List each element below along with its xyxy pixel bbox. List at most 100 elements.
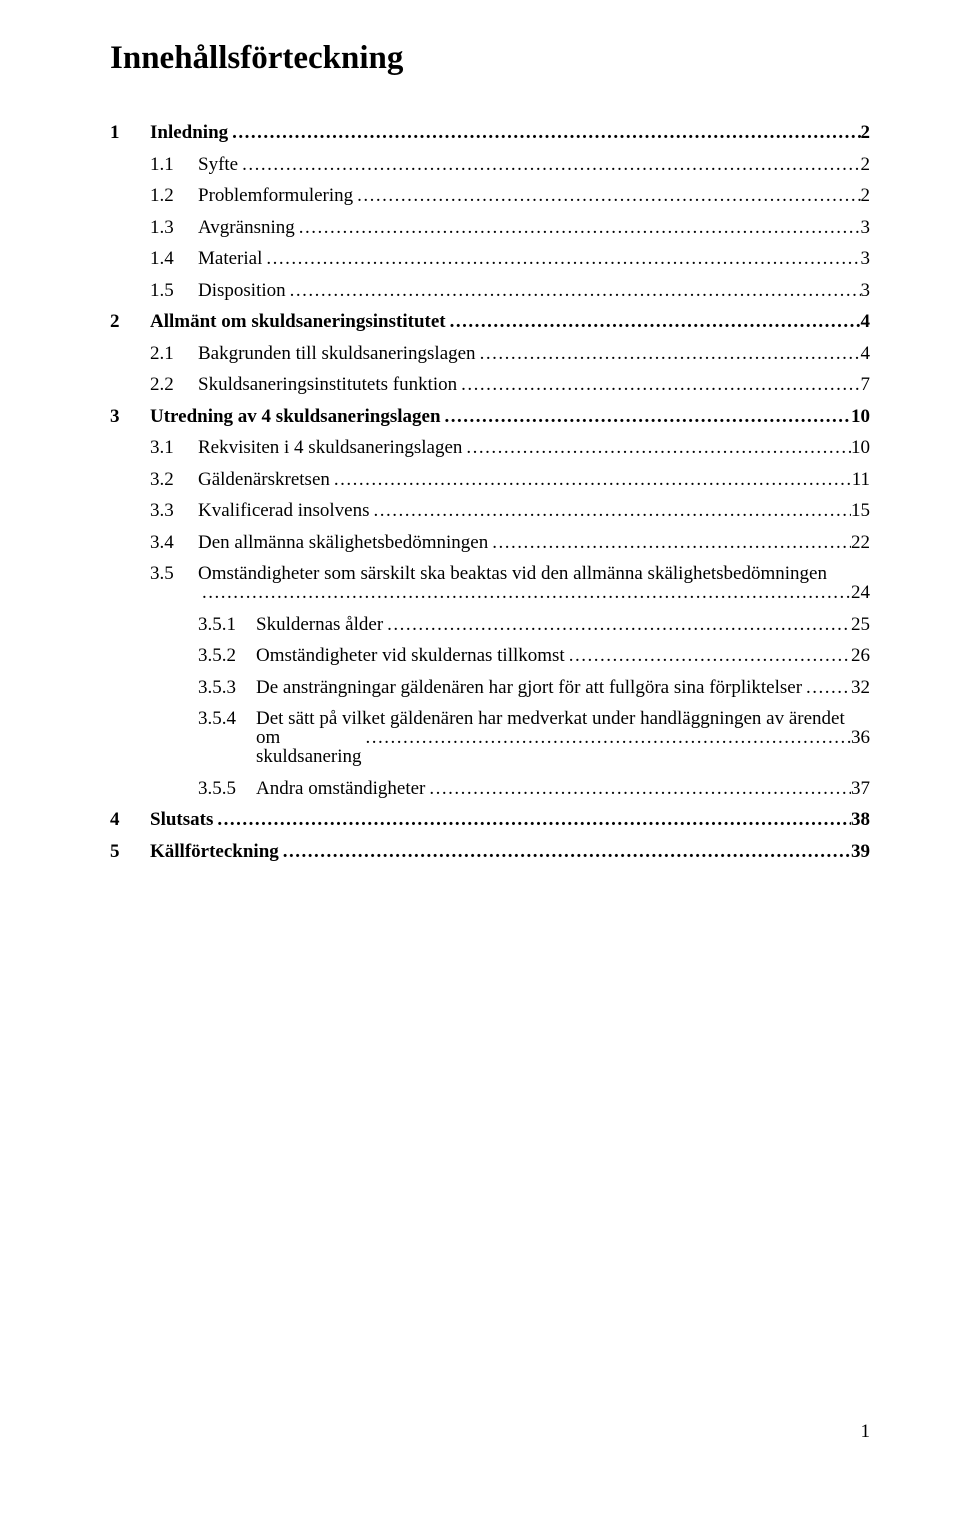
toc-label: Allmänt om skuldsaneringsinstitutet [150,312,446,331]
toc-number: 1 [110,123,150,142]
toc-label: Den allmänna skälighetsbedömningen [198,533,488,552]
toc-page: 38 [851,810,870,829]
toc-number: 1.5 [150,281,198,300]
toc-entry: 1.2Problemformulering...................… [110,186,870,205]
toc-leader: ........................................… [353,186,860,205]
toc-number: 3.5.1 [198,615,256,634]
toc-number: 5 [110,842,150,861]
toc-entry: 3.1Rekvisiten i 4 skuldsaneringslagen...… [110,438,870,457]
toc-number: 2.2 [150,375,198,394]
toc-entry: 1Inledning..............................… [110,123,870,142]
toc-label: Omständigheter som särskilt ska beaktas … [198,564,870,583]
toc-leader: ........................................… [565,646,851,665]
toc-entry: 3.2Gäldenärskretsen.....................… [110,470,870,489]
toc-label: Skuldernas ålder [256,615,383,634]
toc-entry: 5Källförteckning........................… [110,842,870,861]
toc-number: 3.5.4 [198,709,256,728]
toc-number: 1.3 [150,218,198,237]
toc-leader: ........................................… [362,728,851,747]
toc-page: 37 [851,779,870,798]
toc-page: 3 [861,281,871,300]
toc-page: 32 [851,678,870,697]
toc-label: Bakgrunden till skuldsaneringslagen [198,344,476,363]
toc-label: Omständigheter vid skuldernas tillkomst [256,646,565,665]
toc-page: 10 [851,438,870,457]
toc-page: 39 [851,842,870,861]
toc-entry: 3.5.5Andra omständigheter...............… [110,779,870,798]
toc-number: 3.5.5 [198,779,256,798]
toc-page: 2 [861,155,871,174]
toc-number: 3 [110,407,150,426]
toc-entry: 3Utredning av 4 skuldsaneringslagen.....… [110,407,870,426]
toc-leader: ........................................… [330,470,852,489]
toc-page: 2 [861,123,871,142]
toc-label: Rekvisiten i 4 skuldsaneringslagen [198,438,462,457]
toc-number: 2.1 [150,344,198,363]
toc-leader: ........................................… [441,407,851,426]
toc-entry: 3.5.1Skuldernas ålder...................… [110,615,870,634]
toc-page: 4 [861,344,871,363]
toc-page: 25 [851,615,870,634]
toc-entry: 3.5.2Omständigheter vid skuldernas tillk… [110,646,870,665]
toc-page: 36 [851,728,870,747]
toc-leader: ........................................… [238,155,860,174]
toc-leader: ........................................… [279,842,851,861]
toc-label: Gäldenärskretsen [198,470,330,489]
toc-page: 26 [851,646,870,665]
toc-entry: 2Allmänt om skuldsaneringsinstitutet....… [110,312,870,331]
toc-leader: ........................................… [228,123,860,142]
toc-page: 24 [851,583,870,602]
toc-label: Utredning av 4 skuldsaneringslagen [150,407,441,426]
toc-leader: ........................................… [213,810,851,829]
toc-number: 3.5.2 [198,646,256,665]
toc-page: 3 [861,218,871,237]
toc-leader: ........................................… [457,375,860,394]
toc-label: Avgränsning [198,218,295,237]
toc-leader: ........................................… [446,312,861,331]
toc-label: Slutsats [150,810,213,829]
page-number: 1 [110,1421,870,1443]
toc-label: Syfte [198,155,238,174]
toc-label: Kvalificerad insolvens [198,501,369,520]
toc-page: 3 [861,249,871,268]
toc-entry: 1.3Avgränsning..........................… [110,218,870,237]
toc-entry: 1.5Disposition..........................… [110,281,870,300]
toc-number: 3.5 [150,564,198,583]
toc-number: 1.4 [150,249,198,268]
toc-entry: 1.1Syfte................................… [110,155,870,174]
toc-leader: ........................................… [383,615,851,634]
toc-number: 4 [110,810,150,829]
toc-page: 10 [851,407,870,426]
toc-label: Det sätt på vilket gäldenären har medver… [256,709,870,728]
toc-page: 11 [852,470,870,489]
toc-entry: 2.1Bakgrunden till skuldsaneringslagen..… [110,344,870,363]
toc-leader: ........................................… [488,533,851,552]
toc-label: Disposition [198,281,286,300]
toc-number: 1.1 [150,155,198,174]
toc-label: Skuldsaneringsinstitutets funktion [198,375,457,394]
toc-leader: ........................................… [476,344,861,363]
toc-entry: 3.5.4Det sätt på vilket gäldenären har m… [110,709,870,766]
toc-page: 22 [851,533,870,552]
toc-entry: 3.4Den allmänna skälighetsbedömningen...… [110,533,870,552]
toc-leader: ........................................… [425,779,851,798]
page-title: Innehållsförteckning [110,40,870,77]
toc-label: De ansträngningar gäldenären har gjort f… [256,678,802,697]
toc-page: 4 [861,312,871,331]
toc-label: Material [198,249,262,268]
toc-page: 2 [861,186,871,205]
toc-number: 3.3 [150,501,198,520]
toc-entry: 3.3Kvalificerad insolvens...............… [110,501,870,520]
toc-page: 7 [861,375,871,394]
toc-label: Källförteckning [150,842,279,861]
toc-page: 15 [851,501,870,520]
toc-number: 2 [110,312,150,331]
toc-number: 3.5.3 [198,678,256,697]
toc-entry: 3.5.3De ansträngningar gäldenären har gj… [110,678,870,697]
table-of-contents: 1Inledning..............................… [110,123,870,861]
toc-leader: ........................................… [198,583,851,602]
toc-leader: ........................................… [295,218,861,237]
toc-entry: 4Slutsats...............................… [110,810,870,829]
toc-label-line2: om skuldsanering [198,728,362,766]
toc-entry: 2.2Skuldsaneringsinstitutets funktion...… [110,375,870,394]
